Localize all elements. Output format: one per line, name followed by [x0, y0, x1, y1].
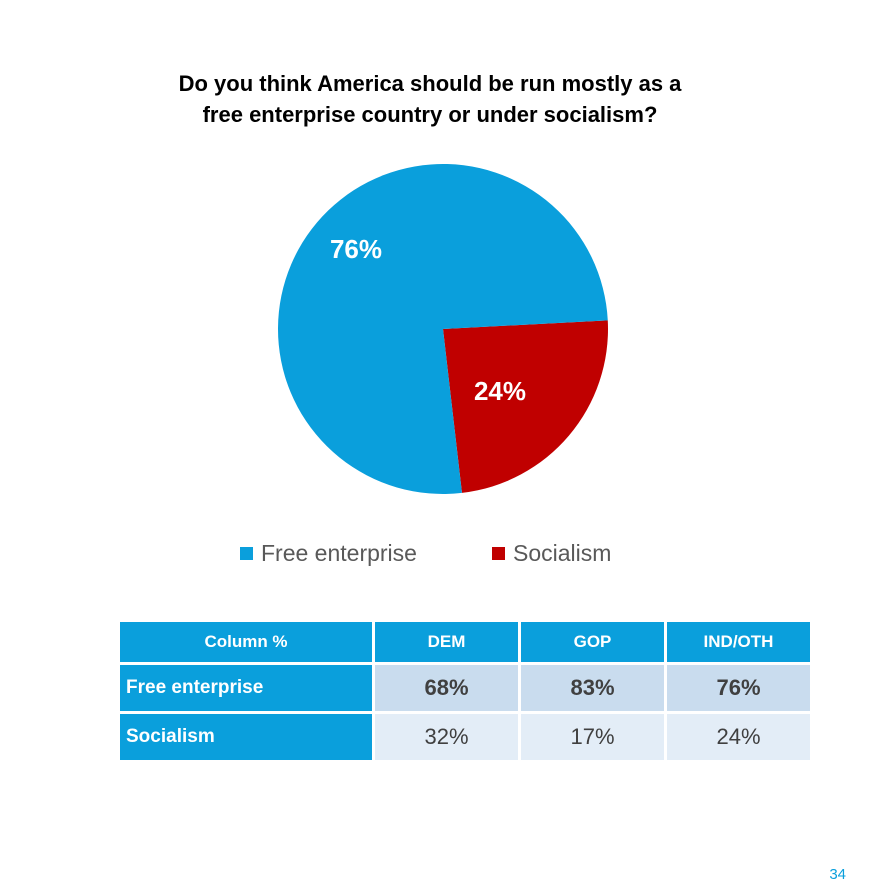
table-row: Free enterprise 68% 83% 76% [120, 665, 810, 711]
legend-label-free-enterprise: Free enterprise [261, 540, 417, 566]
legend-swatch-free-enterprise [240, 547, 253, 560]
header-ind-oth: IND/OTH [667, 622, 810, 662]
legend-item-free-enterprise: Free enterprise [240, 540, 417, 567]
legend-item-socialism: Socialism [492, 540, 611, 567]
chart-title-line-2: free enterprise country or under sociali… [202, 102, 658, 127]
cell-socialism-ind-oth: 24% [667, 714, 810, 760]
chart-title-line-1: Do you think America should be run mostl… [178, 71, 682, 96]
pie-slice-socialism [443, 320, 608, 493]
header-column-pct: Column % [120, 622, 372, 662]
cell-socialism-dem: 32% [375, 714, 518, 760]
legend-label-socialism: Socialism [513, 540, 612, 566]
legend-swatch-socialism [492, 547, 505, 560]
row-label-free-enterprise: Free enterprise [120, 665, 372, 711]
pie-slice-free-enterprise [277, 164, 608, 494]
table-row: Socialism 32% 17% 24% [120, 714, 810, 760]
page-number: 34 [829, 866, 846, 883]
cell-free-enterprise-dem: 68% [375, 665, 518, 711]
header-dem: DEM [375, 622, 518, 662]
cell-free-enterprise-gop: 83% [521, 665, 664, 711]
chart-title: Do you think America should be run mostl… [0, 68, 860, 130]
pie-label-free-enterprise: 76% [330, 234, 382, 264]
chart-legend: Free enterprise Socialism [0, 540, 870, 572]
header-gop: GOP [521, 622, 664, 662]
pie-label-socialism: 24% [474, 376, 526, 406]
pie-chart: 76% 24% [277, 164, 608, 494]
crosstab-table: Column % DEM GOP IND/OTH Free enterprise… [117, 619, 813, 763]
row-label-socialism: Socialism [120, 714, 372, 760]
table-header-row: Column % DEM GOP IND/OTH [120, 622, 810, 662]
cell-free-enterprise-ind-oth: 76% [667, 665, 810, 711]
cell-socialism-gop: 17% [521, 714, 664, 760]
